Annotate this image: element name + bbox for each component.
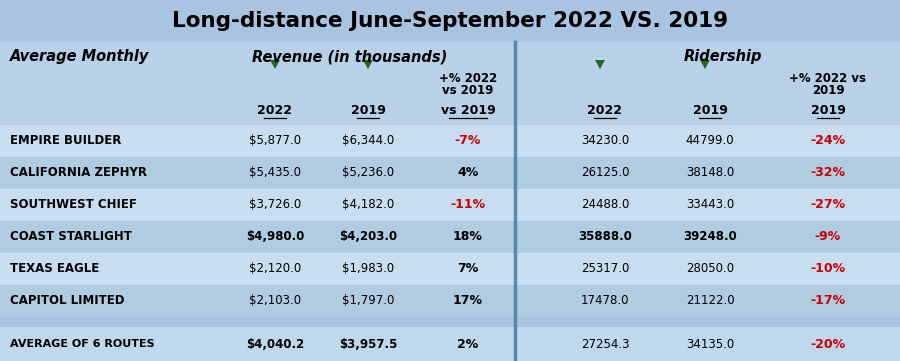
Text: 2%: 2% [457,338,479,351]
Text: 35888.0: 35888.0 [578,231,632,244]
Text: 26125.0: 26125.0 [580,166,629,179]
Text: 18%: 18% [453,231,483,244]
Text: 2019: 2019 [693,104,727,117]
Text: 34135.0: 34135.0 [686,338,734,351]
Text: 2019: 2019 [811,104,845,117]
Text: $4,203.0: $4,203.0 [339,231,397,244]
Text: 2022: 2022 [257,104,292,117]
Text: -17%: -17% [810,295,846,308]
Text: 2019: 2019 [812,84,844,97]
Text: 25317.0: 25317.0 [580,262,629,275]
Text: 44799.0: 44799.0 [686,135,734,148]
Text: -10%: -10% [810,262,846,275]
Text: $2,103.0: $2,103.0 [249,295,302,308]
Text: vs 2019: vs 2019 [441,104,495,117]
Text: Long-distance June-September 2022 VS. 2019: Long-distance June-September 2022 VS. 20… [172,11,728,31]
Text: -32%: -32% [811,166,845,179]
Text: 39248.0: 39248.0 [683,231,737,244]
Text: vs 2019: vs 2019 [442,84,494,97]
Text: COAST STARLIGHT: COAST STARLIGHT [10,231,132,244]
Text: $5,877.0: $5,877.0 [249,135,302,148]
Text: $3,957.5: $3,957.5 [338,338,397,351]
Text: 24488.0: 24488.0 [580,199,629,212]
Text: TEXAS EAGLE: TEXAS EAGLE [10,262,99,275]
Text: $6,344.0: $6,344.0 [342,135,394,148]
Text: $4,980.0: $4,980.0 [246,231,304,244]
Text: +% 2022 vs: +% 2022 vs [789,72,867,85]
Text: SOUTHWEST CHIEF: SOUTHWEST CHIEF [10,199,137,212]
Text: 38148.0: 38148.0 [686,166,734,179]
Text: -9%: -9% [814,231,842,244]
Text: -20%: -20% [810,338,846,351]
Text: $5,236.0: $5,236.0 [342,166,394,179]
Text: $5,435.0: $5,435.0 [249,166,301,179]
Text: +% 2022: +% 2022 [439,72,497,85]
Polygon shape [270,60,280,69]
Bar [0,72,900,97]
Text: Revenue (in thousands): Revenue (in thousands) [252,49,447,65]
Text: CAPITOL LIMITED: CAPITOL LIMITED [10,295,124,308]
Text: $2,120.0: $2,120.0 [249,262,302,275]
Text: 2019: 2019 [351,104,385,117]
Text: -27%: -27% [810,199,846,212]
Text: 34230.0: 34230.0 [580,135,629,148]
Text: CALIFORNIA ZEPHYR: CALIFORNIA ZEPHYR [10,166,147,179]
Bar [0,285,900,317]
Text: $4,040.2: $4,040.2 [246,338,304,351]
Text: -7%: -7% [454,135,482,148]
Text: 4%: 4% [457,166,479,179]
Bar [0,125,900,157]
Text: 27254.3: 27254.3 [580,338,629,351]
Text: -24%: -24% [810,135,846,148]
Text: Average Monthly: Average Monthly [10,49,149,65]
Text: -11%: -11% [450,199,486,212]
Text: $1,983.0: $1,983.0 [342,262,394,275]
Bar [0,327,900,361]
Polygon shape [700,60,710,69]
Bar [0,0,900,42]
Polygon shape [363,60,373,69]
Polygon shape [595,60,605,69]
Bar [0,97,900,125]
Text: 17478.0: 17478.0 [580,295,629,308]
Text: $1,797.0: $1,797.0 [342,295,394,308]
Text: EMPIRE BUILDER: EMPIRE BUILDER [10,135,122,148]
Text: 28050.0: 28050.0 [686,262,734,275]
Bar [0,253,900,285]
Text: 21122.0: 21122.0 [686,295,734,308]
Text: 17%: 17% [453,295,483,308]
Text: 7%: 7% [457,262,479,275]
Text: Ridership: Ridership [683,49,761,65]
Text: AVERAGE OF 6 ROUTES: AVERAGE OF 6 ROUTES [10,339,155,349]
Text: $3,726.0: $3,726.0 [249,199,302,212]
Bar [0,42,900,72]
Bar [0,157,900,189]
Text: $4,182.0: $4,182.0 [342,199,394,212]
Text: 2022: 2022 [588,104,623,117]
Text: 33443.0: 33443.0 [686,199,734,212]
Bar [0,189,900,221]
Bar [0,221,900,253]
